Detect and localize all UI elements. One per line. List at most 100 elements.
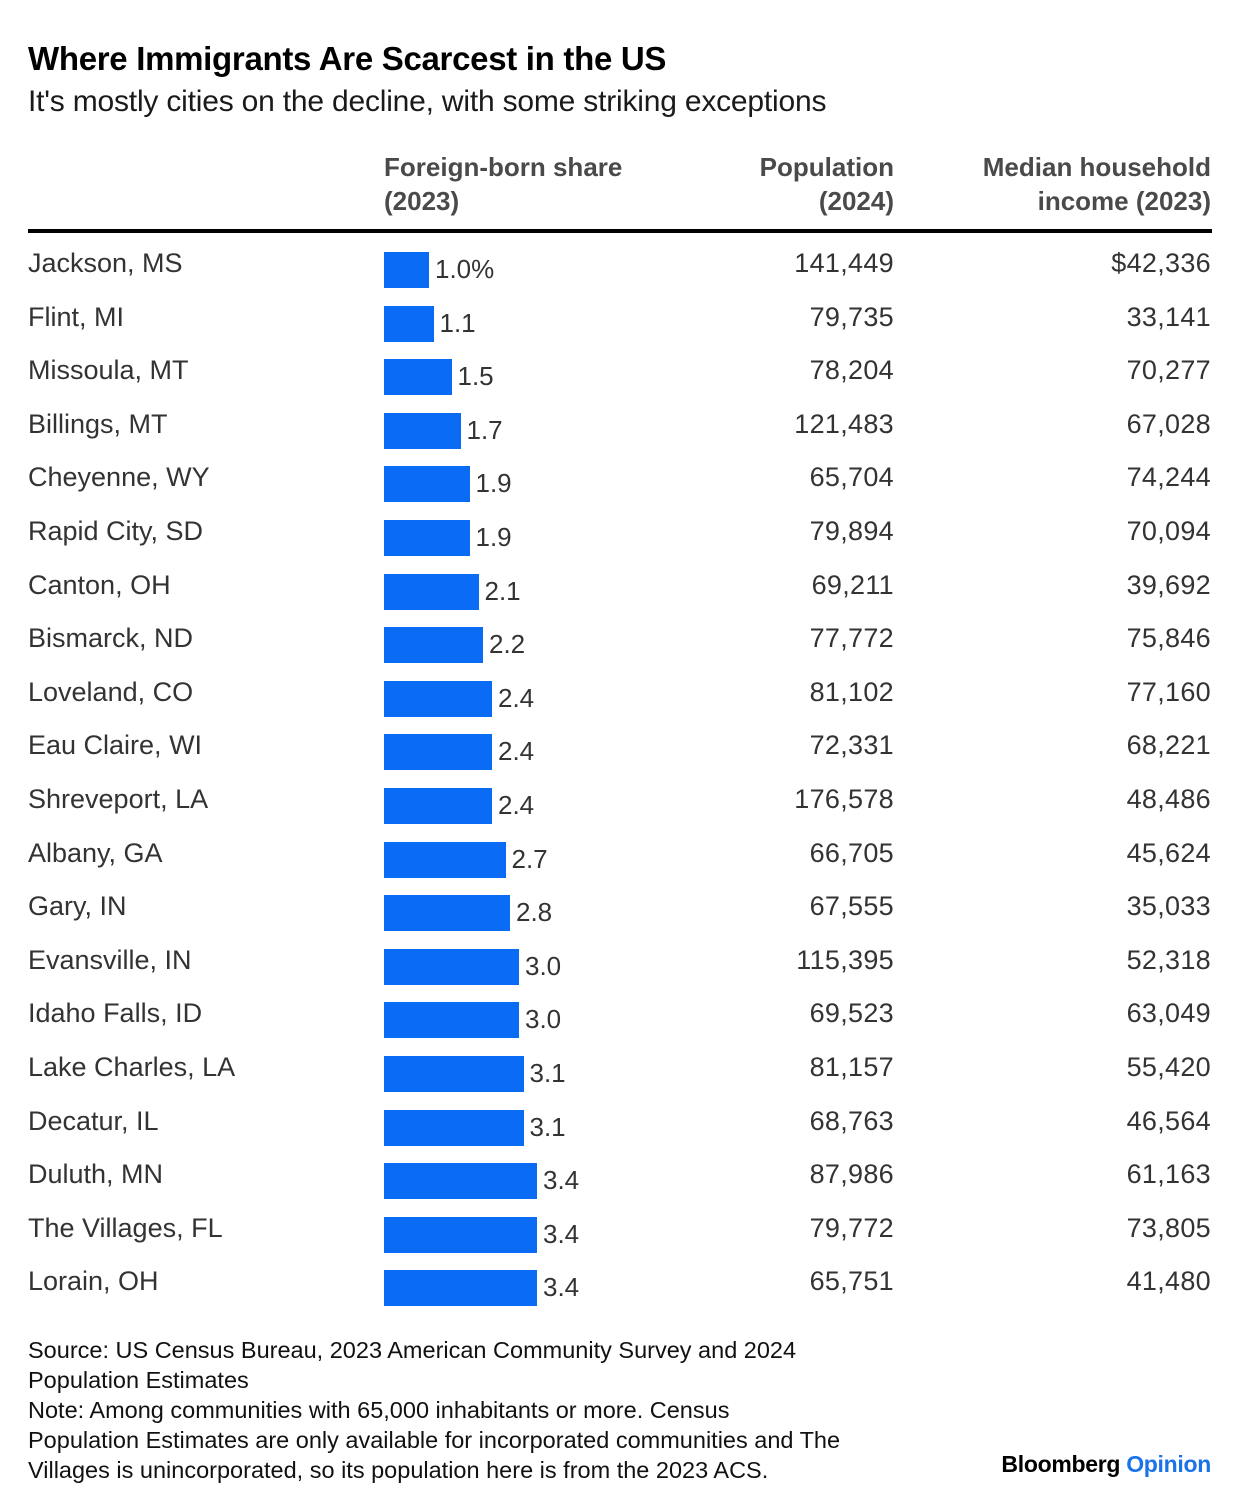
brand-logo: Bloomberg Opinion bbox=[1001, 1451, 1211, 1478]
share-value-label: 2.4 bbox=[498, 736, 535, 767]
share-bar bbox=[384, 680, 492, 717]
city-label: Evansville, IN bbox=[28, 944, 192, 975]
share-bar bbox=[384, 520, 470, 556]
population-cell: 79,894 bbox=[809, 516, 894, 546]
population-cell: 176,578 bbox=[794, 784, 894, 814]
table-row: Evansville, IN 3.0 115,395 52,318 bbox=[0, 937, 1240, 991]
income-cell: 77,160 bbox=[1126, 676, 1211, 707]
share-bar bbox=[384, 1002, 519, 1039]
share-bar bbox=[384, 895, 510, 932]
share-bar bbox=[384, 788, 492, 824]
share-bar bbox=[384, 1109, 524, 1146]
city-label: Bismarck, ND bbox=[28, 623, 194, 654]
table-row: Idaho Falls, ID 3.0 69,523 63,049 bbox=[0, 990, 1240, 1044]
population-cell: 115,395 bbox=[796, 944, 894, 975]
share-bar bbox=[384, 252, 429, 288]
income-cell: 39,692 bbox=[1126, 569, 1211, 600]
city-label: Cheyenne, WY bbox=[28, 462, 210, 493]
population-cell: 66,705 bbox=[809, 837, 894, 868]
share-value-label: 2.7 bbox=[511, 843, 548, 874]
table-row: Lorain, OH 3.4 65,751 41,480 bbox=[0, 1258, 1240, 1312]
share-bar bbox=[384, 948, 519, 985]
city-label: Lorain, OH bbox=[28, 1266, 159, 1297]
column-header-population-line1: Population bbox=[759, 152, 894, 182]
population-cell: 77,772 bbox=[809, 623, 894, 654]
table-row: Canton, OH 2.1 69,211 39,692 bbox=[0, 562, 1240, 616]
income-cell: 75,846 bbox=[1126, 623, 1211, 654]
share-value-label: 1.7 bbox=[466, 414, 503, 445]
share-value-label: 3.0 bbox=[525, 1004, 562, 1035]
share-value-label: 1.0% bbox=[435, 254, 495, 284]
table-row: Lake Charles, LA 3.1 81,157 55,420 bbox=[0, 1044, 1240, 1098]
share-bar bbox=[384, 627, 483, 664]
share-value-label: 2.2 bbox=[489, 629, 526, 660]
share-bar bbox=[384, 573, 479, 610]
share-value-label: 3.1 bbox=[529, 1111, 566, 1142]
table-row: Albany, GA 2.7 66,705 45,624 bbox=[0, 830, 1240, 884]
city-label: Lake Charles, LA bbox=[28, 1052, 236, 1082]
population-cell: 79,735 bbox=[809, 301, 894, 332]
share-bar bbox=[384, 1216, 537, 1253]
income-cell: 74,244 bbox=[1126, 462, 1211, 493]
share-bar bbox=[384, 1270, 537, 1307]
brand-secondary: Opinion bbox=[1126, 1451, 1211, 1477]
share-value-label: 3.4 bbox=[543, 1218, 580, 1249]
share-value-label: 2.4 bbox=[498, 790, 535, 820]
table-row: Decatur, IL 3.1 68,763 46,564 bbox=[0, 1098, 1240, 1152]
city-label: Idaho Falls, ID bbox=[28, 998, 203, 1029]
city-label: Missoula, MT bbox=[28, 355, 189, 386]
income-cell: 73,805 bbox=[1126, 1212, 1211, 1243]
note-line-2: Population Estimates are only available … bbox=[28, 1427, 841, 1453]
share-bar bbox=[384, 412, 461, 449]
source-note: Source: US Census Bureau, 2023 American … bbox=[28, 1335, 978, 1485]
income-cell: 70,094 bbox=[1126, 516, 1211, 546]
city-label: The Villages, FL bbox=[28, 1212, 223, 1243]
population-cell: 79,772 bbox=[809, 1212, 894, 1243]
city-label: Eau Claire, WI bbox=[28, 730, 203, 761]
city-label: Albany, GA bbox=[28, 837, 163, 868]
share-value-label: 1.1 bbox=[439, 307, 476, 338]
population-cell: 68,763 bbox=[809, 1105, 894, 1136]
note-line-1: Note: Among communities with 65,000 inha… bbox=[28, 1397, 730, 1423]
city-label: Canton, OH bbox=[28, 569, 171, 600]
population-cell: 78,204 bbox=[809, 355, 894, 386]
city-label: Duluth, MN bbox=[28, 1159, 164, 1190]
column-header-share: Foreign-born share (2023) bbox=[384, 150, 622, 218]
table-row: Jackson, MS 1.0% 141,449 $42,336 bbox=[0, 240, 1240, 294]
population-cell: 65,704 bbox=[809, 462, 894, 493]
income-cell: 63,049 bbox=[1126, 998, 1211, 1029]
column-header-population-line2: (2024) bbox=[818, 186, 894, 216]
share-bar bbox=[384, 841, 506, 878]
income-cell: $42,336 bbox=[1111, 248, 1211, 278]
city-label: Gary, IN bbox=[28, 891, 127, 922]
share-value-label: 1.5 bbox=[457, 361, 494, 392]
share-bar bbox=[384, 1056, 524, 1092]
share-value-label: 1.9 bbox=[475, 522, 512, 552]
population-cell: 72,331 bbox=[809, 730, 894, 761]
brand-primary: Bloomberg bbox=[1001, 1451, 1121, 1477]
table-row: Missoula, MT 1.5 78,204 70,277 bbox=[0, 347, 1240, 401]
income-cell: 55,420 bbox=[1126, 1052, 1211, 1082]
share-bar bbox=[384, 734, 492, 771]
share-bar bbox=[384, 466, 470, 503]
population-cell: 69,523 bbox=[809, 998, 894, 1029]
header-divider bbox=[28, 229, 1212, 233]
share-value-label: 1.9 bbox=[475, 468, 512, 499]
share-value-label: 3.1 bbox=[529, 1058, 566, 1088]
column-header-share-line1: Foreign-born share bbox=[384, 152, 623, 182]
source-line-2: Population Estimates bbox=[28, 1367, 249, 1393]
income-cell: 61,163 bbox=[1126, 1159, 1211, 1190]
population-cell: 87,986 bbox=[809, 1159, 894, 1190]
source-line-1: Source: US Census Bureau, 2023 American … bbox=[28, 1337, 797, 1363]
city-label: Rapid City, SD bbox=[28, 516, 204, 546]
chart-title: Where Immigrants Are Scarcest in the US bbox=[28, 40, 667, 77]
column-header-population: Population (2024) bbox=[760, 150, 894, 218]
share-value-label: 2.1 bbox=[484, 575, 521, 606]
population-cell: 121,483 bbox=[794, 408, 894, 439]
income-cell: 52,318 bbox=[1126, 944, 1211, 975]
income-cell: 68,221 bbox=[1126, 730, 1211, 761]
share-bar bbox=[384, 1163, 537, 1200]
table-row: Eau Claire, WI 2.4 72,331 68,221 bbox=[0, 722, 1240, 776]
share-value-label: 3.0 bbox=[525, 950, 562, 981]
